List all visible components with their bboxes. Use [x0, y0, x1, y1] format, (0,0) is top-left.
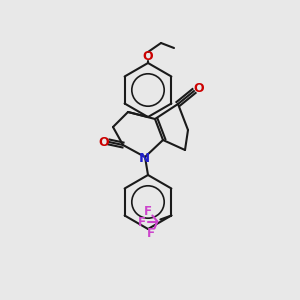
Text: O: O	[194, 82, 204, 94]
Text: O: O	[143, 50, 153, 62]
Text: F: F	[146, 227, 154, 240]
Text: F: F	[137, 216, 146, 229]
Text: F: F	[143, 205, 152, 218]
Text: O: O	[99, 136, 109, 148]
Text: N: N	[138, 152, 150, 164]
